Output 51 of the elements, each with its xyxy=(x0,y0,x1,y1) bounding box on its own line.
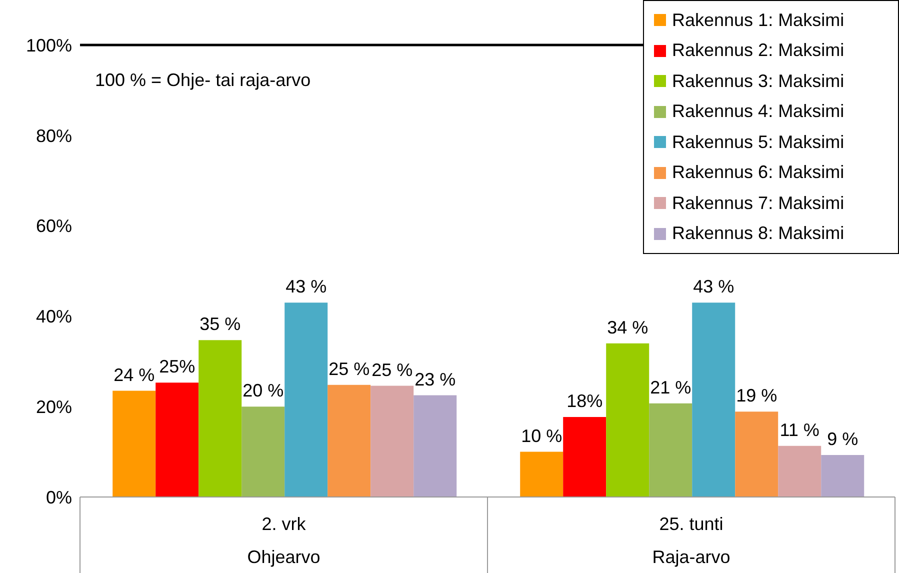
data-label: 43 % xyxy=(286,276,327,297)
legend-label: Rakennus 8: Maksimi xyxy=(672,223,844,244)
data-label: 20 % xyxy=(242,380,284,401)
data-label: 19 % xyxy=(736,386,778,406)
bar xyxy=(242,406,285,497)
legend-label: Rakennus 5: Maksimi xyxy=(672,132,844,153)
bar xyxy=(198,340,242,497)
y-tick-label: 40% xyxy=(36,306,72,327)
legend-label: Rakennus 2: Maksimi xyxy=(672,40,844,62)
bar xyxy=(606,343,650,497)
y-tick-label: 0% xyxy=(46,487,72,508)
y-tick-label: 60% xyxy=(36,216,72,236)
bar xyxy=(692,302,736,497)
bar xyxy=(328,384,371,497)
bar xyxy=(156,382,199,497)
text: Ohjearvo xyxy=(247,547,320,567)
y-tick-label: 80% xyxy=(36,126,72,146)
bar xyxy=(735,412,778,497)
data-label: 43 % xyxy=(693,276,734,297)
data-label: 9 % xyxy=(827,428,858,449)
legend-label: Rakennus 6: Maksimi xyxy=(672,162,844,184)
bar xyxy=(649,403,692,497)
x-tick-label: 2. vrk xyxy=(262,514,307,534)
legend-label: Rakennus 1: Maksimi xyxy=(672,10,844,31)
bar xyxy=(112,390,156,497)
data-label: 18% xyxy=(566,390,603,411)
data-label: 21 % xyxy=(650,377,692,398)
data-label: 24 % xyxy=(114,364,155,385)
bar xyxy=(370,386,414,497)
legend-label: Rakennus 7: Maksimi xyxy=(672,192,844,214)
bar xyxy=(563,416,606,497)
x-tick-label: 25. tunti xyxy=(659,514,724,534)
data-label: 34 % xyxy=(607,317,648,338)
bar xyxy=(520,452,564,497)
y-tick-label: 20% xyxy=(36,396,72,417)
text: Raja-arvo xyxy=(652,547,730,567)
legend-label: Rakennus 4: Maksimi xyxy=(672,101,844,122)
data-label: 10 % xyxy=(521,426,562,446)
data-label: 25 % xyxy=(372,360,413,380)
legend-label: Rakennus 3: Maksimi xyxy=(672,70,844,92)
data-label: 25% xyxy=(159,356,196,377)
data-label: 23 % xyxy=(414,369,456,390)
bar xyxy=(778,446,822,497)
bar xyxy=(821,454,864,497)
data-label: 35 % xyxy=(200,314,241,334)
annotation: 100 % = Ohje- tai raja-arvo xyxy=(95,70,311,90)
bar xyxy=(414,395,457,497)
bar xyxy=(284,302,328,497)
y-tick-label: 100% xyxy=(26,35,72,56)
data-label: 11 % xyxy=(780,420,820,440)
data-label: 25 % xyxy=(328,358,370,379)
